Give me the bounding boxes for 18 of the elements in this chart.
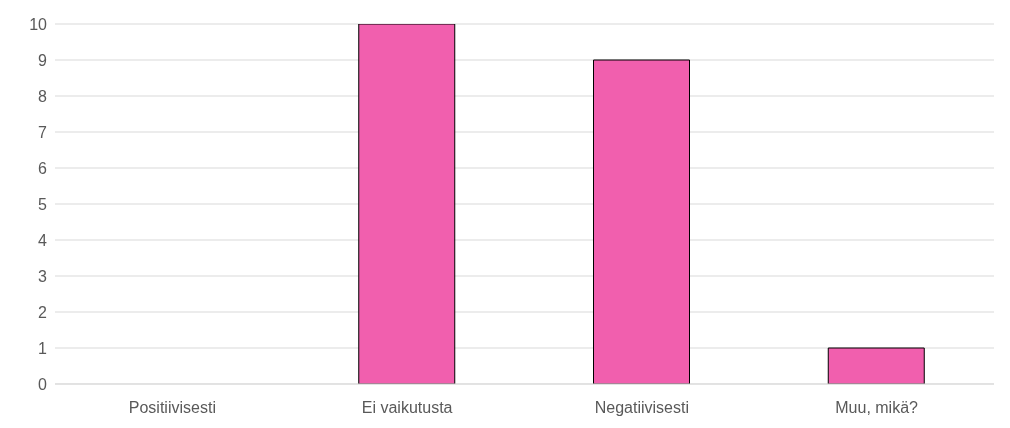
x-tick-label: Positiivisesti bbox=[128, 399, 216, 417]
x-tick-label: Ei vaikutusta bbox=[361, 399, 453, 417]
bar bbox=[593, 59, 690, 384]
x-tick-label: Negatiivisesti bbox=[594, 399, 690, 417]
bar bbox=[358, 24, 456, 384]
y-tick-label: 8 bbox=[38, 87, 48, 105]
y-tick-label: 0 bbox=[38, 375, 48, 393]
y-tick-label: 5 bbox=[38, 195, 48, 213]
y-tick-label: 9 bbox=[38, 51, 48, 69]
y-tick-label: 4 bbox=[38, 231, 48, 249]
x-tick-label: Muu, mikä? bbox=[835, 399, 919, 417]
y-tick-label: 2 bbox=[38, 303, 48, 321]
y-tick-label: 7 bbox=[38, 123, 48, 141]
bar bbox=[827, 347, 925, 384]
y-tick-label: 3 bbox=[38, 267, 48, 285]
y-tick-label: 1 bbox=[38, 339, 48, 357]
y-tick-label: 10 bbox=[29, 15, 48, 33]
y-tick-label: 6 bbox=[38, 159, 48, 177]
